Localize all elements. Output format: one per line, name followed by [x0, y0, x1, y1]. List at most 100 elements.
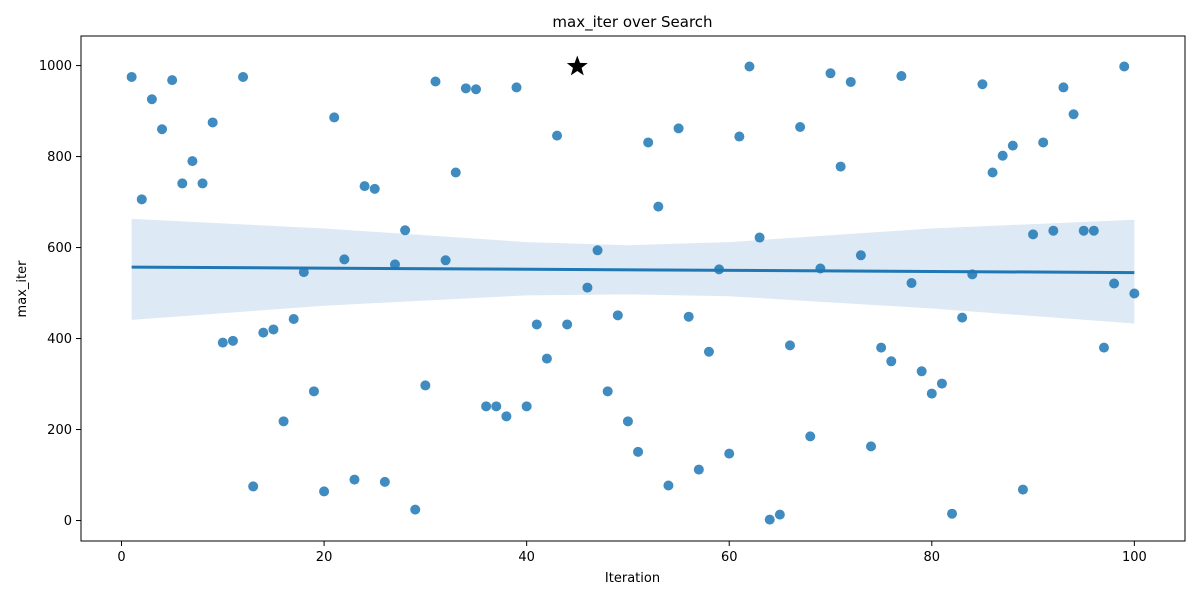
- data-point: [450, 167, 461, 178]
- data-point: [1088, 225, 1099, 236]
- x-axis-label: Iteration: [605, 571, 660, 586]
- x-tick-label: 80: [924, 550, 941, 565]
- data-point: [197, 178, 208, 189]
- regression-line: [131, 265, 1135, 275]
- data-point: [440, 255, 451, 266]
- data-point: [977, 79, 988, 90]
- y-tick-label: 400: [47, 332, 72, 347]
- data-point: [359, 181, 370, 192]
- data-point: [663, 480, 674, 491]
- data-point: [501, 411, 512, 422]
- data-point: [177, 178, 188, 189]
- data-point: [876, 342, 887, 353]
- data-point: [825, 68, 836, 79]
- data-point: [1068, 109, 1079, 120]
- data-point: [774, 509, 785, 520]
- data-point: [146, 94, 157, 105]
- data-point: [906, 278, 917, 289]
- data-point: [430, 76, 441, 87]
- data-point: [491, 401, 502, 412]
- chart-title: max_iter over Search: [552, 13, 712, 32]
- data-point: [582, 282, 593, 293]
- data-point: [207, 117, 218, 128]
- data-point: [1109, 278, 1120, 289]
- data-point: [622, 416, 633, 427]
- data-point: [511, 82, 522, 93]
- x-tick-label: 20: [316, 550, 333, 565]
- data-point: [248, 481, 259, 492]
- y-axis-label: max_iter: [15, 260, 30, 318]
- data-point: [329, 112, 340, 123]
- y-axis: 0 200 400 600 800 1000: [39, 59, 81, 529]
- data-point: [764, 514, 775, 525]
- data-point: [602, 386, 613, 397]
- data-point: [855, 250, 866, 261]
- data-point: [1058, 82, 1069, 93]
- y-tick-label: 1000: [39, 59, 72, 74]
- data-point: [339, 254, 350, 265]
- data-point: [187, 156, 198, 167]
- data-point: [410, 504, 421, 515]
- data-point: [805, 431, 816, 442]
- data-point: [795, 121, 806, 132]
- data-point: [703, 346, 714, 357]
- data-point: [916, 366, 927, 377]
- data-point: [633, 446, 644, 457]
- data-point: [1098, 342, 1109, 353]
- data-point: [957, 312, 968, 323]
- data-point: [268, 324, 279, 335]
- data-point: [835, 161, 846, 172]
- data-point: [552, 130, 563, 141]
- y-tick-label: 800: [47, 150, 72, 165]
- data-point: [724, 448, 735, 459]
- x-axis: 0 20 40 60 80 100: [117, 541, 1147, 565]
- x-tick-label: 60: [721, 550, 738, 565]
- data-point: [389, 259, 400, 270]
- data-point: [541, 353, 552, 364]
- data-point: [369, 183, 380, 194]
- data-point: [693, 464, 704, 475]
- data-point: [1078, 225, 1089, 236]
- data-point: [308, 386, 319, 397]
- data-point: [866, 441, 877, 452]
- data-point: [531, 319, 542, 330]
- data-point: [521, 401, 532, 412]
- y-tick-label: 600: [47, 241, 72, 256]
- data-point: [319, 486, 330, 497]
- data-point: [683, 311, 694, 322]
- data-point: [754, 232, 765, 243]
- data-point: [643, 137, 654, 148]
- data-point: [744, 61, 755, 72]
- data-point: [784, 340, 795, 351]
- data-point: [126, 71, 137, 82]
- data-point: [349, 474, 360, 485]
- data-point: [298, 267, 309, 278]
- data-point: [278, 416, 289, 427]
- x-tick-label: 40: [518, 550, 535, 565]
- data-point: [1048, 225, 1059, 236]
- data-point: [1038, 137, 1049, 148]
- data-point: [227, 335, 238, 346]
- data-point: [460, 83, 471, 94]
- data-point: [136, 194, 147, 205]
- plot-frame: [80, 35, 1186, 542]
- data-point: [481, 401, 492, 412]
- data-point: [612, 310, 623, 321]
- data-point: [896, 71, 907, 82]
- data-point: [947, 508, 958, 519]
- data-point: [562, 319, 573, 330]
- plot-area: [126, 55, 1140, 525]
- data-point: [653, 201, 664, 212]
- data-point: [157, 124, 168, 135]
- data-point: [673, 123, 684, 134]
- data-point: [845, 76, 856, 87]
- data-point: [1007, 140, 1018, 151]
- data-point: [1028, 229, 1039, 240]
- data-point: [238, 71, 249, 82]
- data-point: [400, 225, 411, 236]
- data-point: [217, 337, 228, 348]
- y-tick-label: 200: [47, 423, 72, 438]
- data-point: [987, 167, 998, 178]
- data-point: [379, 476, 390, 487]
